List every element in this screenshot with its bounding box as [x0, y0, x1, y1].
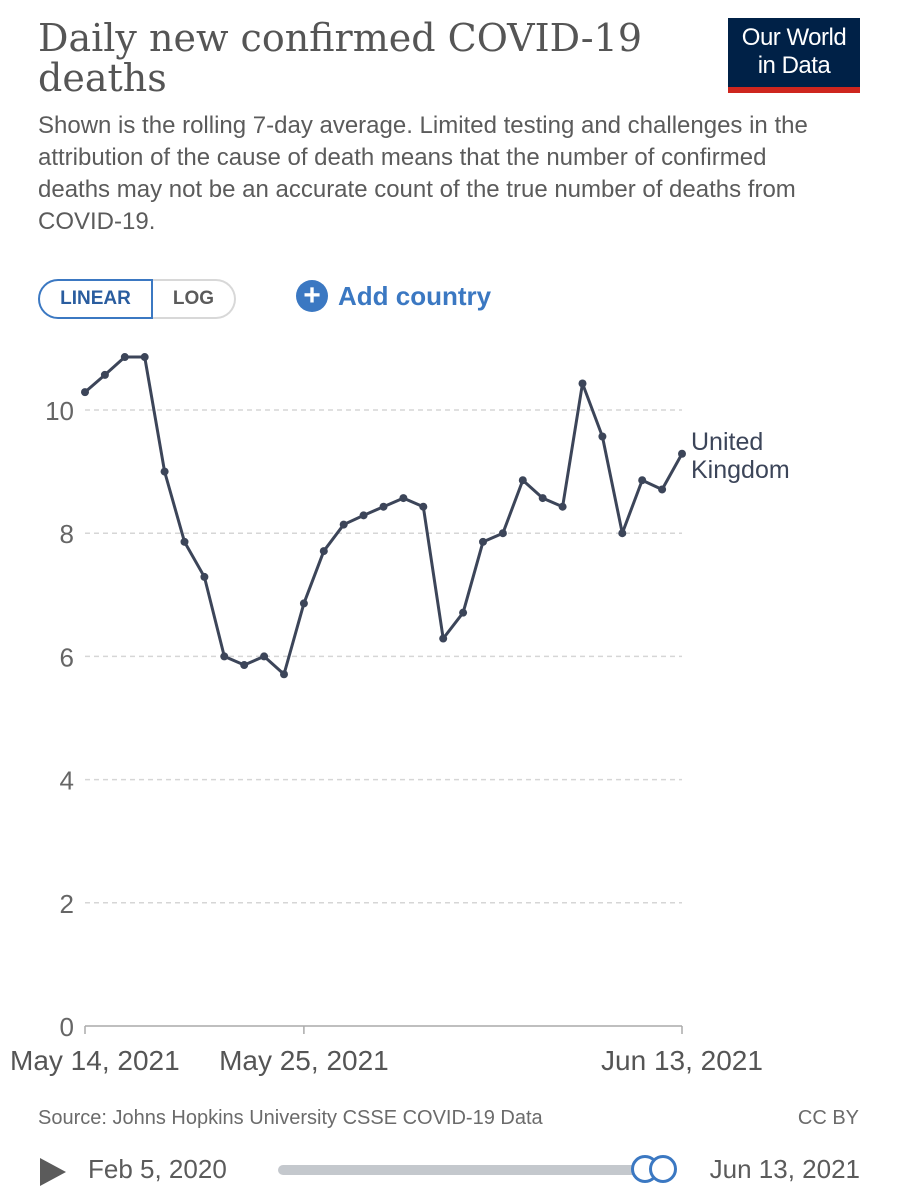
- x-tick-label: May 14, 2021: [10, 1045, 180, 1076]
- series-label-united-kingdom: United Kingdom: [691, 428, 790, 484]
- x-tick-label: May 25, 2021: [219, 1045, 389, 1076]
- data-point: [160, 467, 169, 476]
- y-tick-label: 6: [60, 642, 74, 672]
- data-point: [180, 537, 189, 546]
- data-point: [299, 599, 308, 608]
- logo-line-1: Our World: [741, 24, 847, 51]
- logo-line-2: in Data: [757, 52, 831, 79]
- y-tick-label: 8: [60, 519, 74, 549]
- series-line-united-kingdom: [84, 355, 684, 676]
- data-point: [638, 476, 647, 485]
- data-point: [618, 529, 627, 538]
- data-point: [558, 502, 567, 511]
- log-scale-button[interactable]: LOG: [153, 279, 236, 319]
- data-point: [200, 572, 209, 581]
- add-country-button[interactable]: + Add country: [296, 280, 491, 312]
- add-country-label: Add country: [338, 280, 492, 311]
- y-tick-label: 4: [60, 766, 74, 796]
- data-point: [399, 494, 408, 503]
- data-point: [459, 608, 468, 617]
- data-point: [260, 652, 269, 661]
- owid-logo[interactable]: Our World in Data: [728, 18, 860, 93]
- data-point: [538, 494, 547, 503]
- timeline-end-date: Jun 13, 2021: [709, 1154, 860, 1184]
- data-point: [359, 511, 368, 520]
- data-point: [678, 449, 686, 458]
- license-link[interactable]: CC BY: [797, 1107, 859, 1129]
- line-chart: 0 2 4 6 8 10 May 14, 2021 May 25, 2021 Jun 13, 2…: [10, 353, 790, 1076]
- timeline: Feb 5, 2020 Jun 13, 2021: [38, 1150, 860, 1192]
- timeline-end-handle[interactable]: [649, 1155, 677, 1183]
- timeline-track[interactable]: [278, 1165, 653, 1175]
- chart-title: Daily new confirmed COVID-19 deaths: [38, 16, 642, 100]
- source-note: Source: Johns Hopkins University CSSE CO…: [38, 1107, 543, 1129]
- data-point: [140, 353, 149, 362]
- data-point: [419, 502, 428, 511]
- data-point: [81, 388, 89, 397]
- y-tick-label: 0: [60, 1012, 74, 1042]
- x-tick-label: Jun 13, 2021: [601, 1045, 763, 1076]
- data-point: [578, 379, 587, 388]
- linear-scale-button[interactable]: LINEAR: [38, 279, 153, 319]
- timeline-start-date: Feb 5, 2020: [88, 1154, 227, 1184]
- data-point: [498, 529, 507, 538]
- data-point: [658, 485, 667, 494]
- data-point: [379, 502, 388, 511]
- scale-toggle: LINEAR LOG: [38, 279, 236, 319]
- data-point: [479, 537, 487, 546]
- data-point: [100, 370, 109, 379]
- play-icon[interactable]: [40, 1158, 66, 1186]
- data-point: [319, 547, 328, 556]
- data-point: [220, 652, 229, 661]
- data-point: [240, 661, 249, 670]
- y-tick-label: 2: [60, 889, 74, 919]
- data-point: [120, 353, 129, 362]
- chart-subtitle: Shown is the rolling 7-day average. Limi…: [38, 112, 808, 235]
- data-point: [339, 520, 348, 529]
- data-point: [518, 476, 527, 485]
- data-point: [280, 670, 288, 679]
- data-point: [598, 432, 607, 441]
- plus-circle-icon: +: [296, 280, 328, 312]
- y-tick-label: 10: [45, 396, 74, 426]
- data-point: [439, 634, 448, 643]
